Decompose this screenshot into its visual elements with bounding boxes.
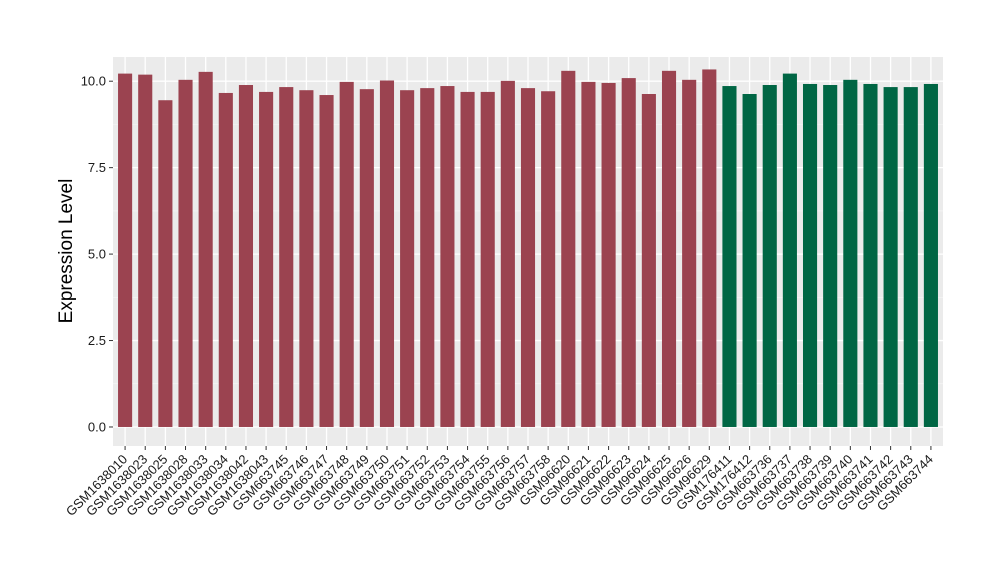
bar-GSM663741: [863, 83, 878, 427]
bar-GSM663744: [923, 83, 938, 427]
bar-GSM96622: [601, 82, 616, 427]
bar-GSM663743: [903, 87, 918, 427]
bar-GSM1638023: [138, 74, 153, 427]
bars: [118, 69, 938, 427]
bar-GSM96626: [682, 79, 697, 427]
bar-GSM663750: [379, 80, 395, 427]
bar-GSM96623: [621, 78, 636, 427]
bar-GSM663753: [440, 86, 455, 427]
bar-GSM1638028: [178, 79, 193, 427]
bar-GSM663748: [339, 81, 354, 427]
bar-GSM1638025: [158, 100, 173, 427]
bar-GSM663751: [400, 90, 415, 427]
bar-GSM1638033: [198, 71, 213, 427]
bar-GSM1638043: [259, 91, 274, 427]
y-tick-label: 0.0: [88, 419, 106, 434]
bar-GSM663745: [279, 87, 294, 427]
bar-GSM663739: [823, 85, 838, 427]
bar-GSM663747: [319, 95, 334, 427]
y-tick-label: 10.0: [81, 74, 106, 89]
bar-GSM176412: [742, 93, 757, 427]
y-axis: 0.0 2.5 5.0 7.5 10.0: [81, 74, 113, 434]
bar-GSM663757: [520, 88, 536, 427]
bar-GSM96624: [641, 93, 656, 427]
y-axis-title: Expression Level: [56, 179, 77, 324]
bar-GSM96621: [581, 81, 596, 427]
bar-GSM663738: [802, 83, 818, 427]
bar-GSM1638042: [238, 85, 254, 427]
bar-GSM663736: [762, 85, 777, 427]
bar-GSM663740: [843, 79, 858, 427]
bar-GSM663737: [782, 73, 797, 427]
bar-GSM663756: [500, 80, 515, 427]
bar-GSM1638010: [118, 73, 133, 427]
y-tick-label: 5.0: [88, 247, 106, 262]
bar-GSM663754: [460, 91, 475, 427]
bar-GSM1638034: [218, 92, 233, 427]
bar-GSM663752: [420, 88, 435, 427]
bar-GSM96625: [661, 70, 677, 427]
x-axis: GSM1638010GSM1638023GSM1638025GSM1638028…: [63, 446, 936, 519]
y-tick-label: 2.5: [88, 333, 106, 348]
y-tick-label: 7.5: [88, 160, 106, 175]
bar-GSM176411: [722, 86, 737, 427]
bar-GSM663742: [883, 87, 898, 427]
bar-GSM663746: [299, 90, 314, 427]
bar-GSM96620: [561, 70, 576, 427]
bar-GSM96629: [702, 69, 717, 427]
bar-GSM663755: [480, 91, 495, 427]
bar-GSM663758: [541, 91, 556, 427]
bar-GSM663749: [359, 89, 374, 427]
